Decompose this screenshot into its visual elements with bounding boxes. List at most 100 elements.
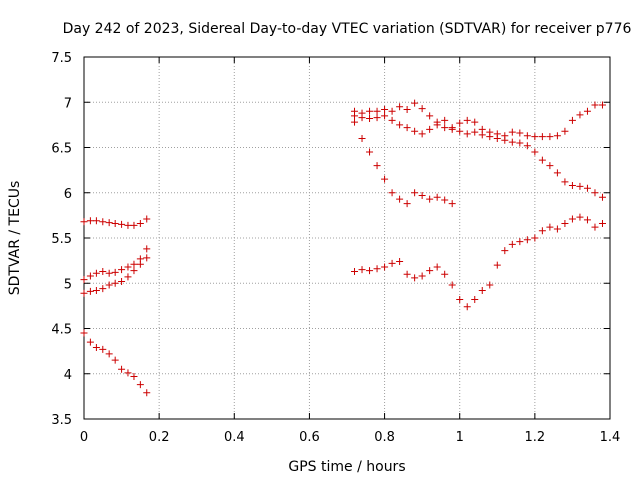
- data-point: [111, 279, 119, 287]
- y-tick-label: 6.5: [51, 142, 72, 157]
- data-point: [471, 128, 479, 136]
- data-point: [426, 267, 434, 275]
- x-axis: 0 0.2 0.4 0.6 0.8 1 1.2 1.4: [80, 57, 620, 445]
- data-point: [86, 287, 94, 295]
- data-point: [508, 240, 516, 248]
- x-tick-label: 1.2: [525, 430, 546, 445]
- data-point: [111, 356, 119, 364]
- data-point: [99, 267, 107, 275]
- data-point: [561, 127, 569, 135]
- data-point: [403, 270, 411, 278]
- data-point: [598, 101, 606, 109]
- data-point: [508, 128, 516, 136]
- data-point: [411, 99, 419, 107]
- data-point: [501, 247, 509, 255]
- data-point: [546, 133, 554, 141]
- x-tick-label: 0.6: [299, 430, 320, 445]
- data-point: [433, 121, 441, 129]
- data-point: [130, 260, 138, 268]
- data-point: [553, 132, 561, 140]
- data-point: [508, 138, 516, 146]
- x-tick-label: 0.2: [149, 430, 170, 445]
- y-tick-label: 6: [64, 187, 72, 202]
- gridlines: [84, 57, 610, 419]
- data-point: [143, 254, 151, 262]
- data-point: [598, 193, 606, 201]
- data-point: [124, 263, 132, 271]
- data-point: [388, 189, 396, 197]
- y-tick-label: 4: [64, 368, 72, 383]
- data-point: [403, 124, 411, 132]
- data-point: [130, 221, 138, 229]
- data-point: [591, 189, 599, 197]
- data-point: [105, 269, 113, 277]
- data-point: [418, 191, 426, 199]
- data-point: [546, 223, 554, 231]
- data-point: [80, 276, 88, 284]
- data-point: [441, 270, 449, 278]
- data-point: [373, 114, 381, 122]
- chart-title: Day 242 of 2023, Sidereal Day-to-day VTE…: [63, 21, 632, 37]
- x-tick-label: 1: [456, 430, 464, 445]
- series-track-g: [351, 118, 456, 208]
- data-point: [538, 133, 546, 141]
- data-point: [591, 223, 599, 231]
- data-point: [418, 130, 426, 138]
- data-point: [463, 116, 471, 124]
- data-point: [441, 116, 449, 124]
- data-point: [358, 266, 366, 274]
- data-point: [568, 182, 576, 190]
- data-point: [583, 107, 591, 115]
- data-point: [561, 220, 569, 228]
- data-point: [124, 273, 132, 281]
- data-point: [86, 217, 94, 225]
- data-point: [523, 236, 531, 244]
- x-tick-label: 0.4: [224, 430, 245, 445]
- data-point: [366, 107, 374, 115]
- data-point: [463, 303, 471, 311]
- data-point: [111, 268, 119, 276]
- data-point: [136, 260, 144, 268]
- data-point: [99, 345, 107, 353]
- data-point: [99, 285, 107, 293]
- data-point: [411, 274, 419, 282]
- y-tick-label: 7.5: [51, 51, 72, 66]
- series-track-d: [80, 329, 151, 397]
- data-point: [118, 220, 126, 228]
- data-point: [553, 225, 561, 233]
- data-point: [448, 281, 456, 289]
- x-tick-label: 0: [80, 430, 88, 445]
- data-point: [576, 182, 584, 190]
- data-point: [373, 265, 381, 273]
- data-point: [486, 281, 494, 289]
- data-point: [493, 261, 501, 269]
- data-point: [130, 267, 138, 275]
- data-point: [396, 121, 404, 129]
- data-point: [143, 389, 151, 397]
- data-point: [426, 195, 434, 203]
- data-point: [99, 218, 107, 226]
- data-point: [441, 196, 449, 204]
- data-point: [396, 195, 404, 203]
- data-point: [591, 101, 599, 109]
- data-point: [366, 267, 374, 275]
- data-point: [598, 220, 606, 228]
- data-point: [418, 105, 426, 113]
- series-track-c: [80, 254, 151, 297]
- x-tick-label: 0.8: [374, 430, 395, 445]
- series-track-f: [351, 112, 606, 201]
- data-point: [576, 111, 584, 119]
- data-point: [456, 127, 464, 135]
- data-point: [538, 156, 546, 164]
- data-point: [136, 220, 144, 228]
- data-point: [538, 227, 546, 235]
- data-point: [531, 234, 539, 242]
- y-tick-label: 5.5: [51, 232, 72, 247]
- data-point: [396, 258, 404, 266]
- data-point: [456, 296, 464, 304]
- data-point: [388, 107, 396, 115]
- data-point: [568, 215, 576, 223]
- data-point: [80, 329, 88, 337]
- data-point: [136, 381, 144, 389]
